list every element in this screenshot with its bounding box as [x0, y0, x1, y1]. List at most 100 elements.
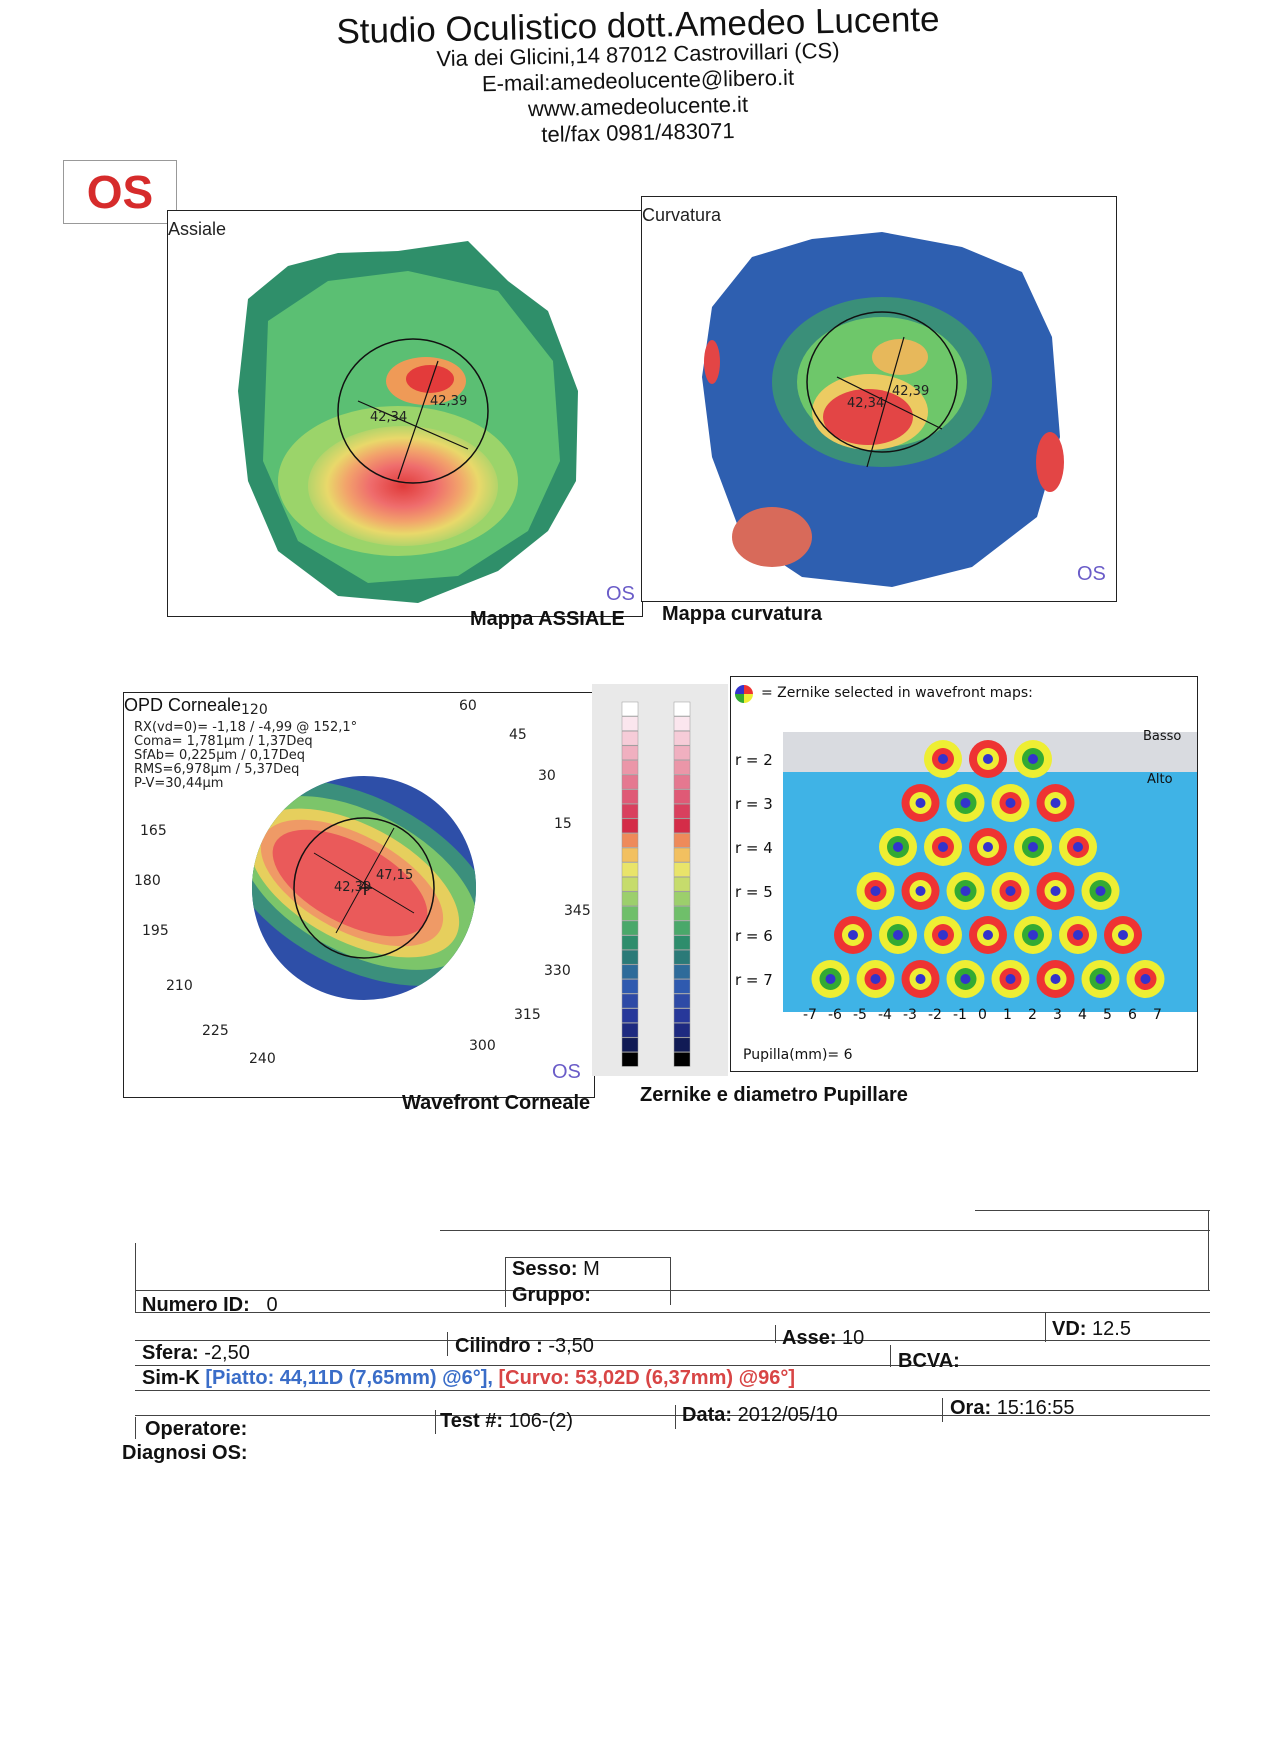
zernike-mode-center — [893, 842, 903, 852]
scale-swatch — [673, 862, 691, 877]
zernike-pupil-label: Pupilla(mm)= 6 — [743, 1047, 853, 1063]
zernike-axis-label: 0 — [978, 1007, 987, 1023]
scale-swatch — [621, 818, 639, 834]
vd-field: VD: 12.5 — [1052, 1318, 1131, 1340]
form-line — [135, 1312, 1210, 1313]
wavefront-title: OPD Corneale — [124, 695, 242, 715]
wavefront-map-image — [252, 776, 476, 1000]
zernike-mode-center — [1118, 930, 1128, 940]
zernike-row-label: r = 6 — [735, 927, 773, 945]
axial-value-2: 42,34 — [370, 410, 408, 425]
scale-swatch — [673, 818, 691, 834]
form-line — [135, 1417, 136, 1439]
zernike-axis-label: 3 — [1053, 1007, 1062, 1023]
zernike-axis-label: -4 — [878, 1007, 892, 1023]
gruppo-label: Gruppo: — [512, 1284, 591, 1306]
scale-swatch — [673, 1008, 691, 1023]
zernike-axis-label: -3 — [903, 1007, 917, 1023]
scale-swatch — [621, 862, 639, 877]
zernike-legend-icon — [735, 685, 753, 703]
zernike-mode-center — [825, 974, 836, 984]
ora-field: Ora: 15:16:55 — [950, 1397, 1075, 1419]
simk-field: Sim-K [Piatto: 44,11D (7,65mm) @6°], [Cu… — [142, 1367, 795, 1389]
scale-swatch — [621, 920, 639, 936]
axial-map-title: Assiale — [168, 219, 227, 239]
form-line — [447, 1332, 448, 1356]
scale-swatch — [673, 876, 691, 892]
scale-swatch — [621, 935, 639, 950]
scale-swatch — [621, 876, 639, 892]
curvature-map-panel: Curvatura 42,39 42,34 OS — [641, 196, 1117, 602]
zernike-row-label: r = 3 — [735, 795, 773, 813]
form-line — [975, 1210, 1210, 1211]
angle-label: 30 — [538, 768, 556, 784]
scale-swatch — [673, 935, 691, 950]
zernike-mode-center — [1028, 842, 1038, 852]
form-line — [135, 1415, 1210, 1416]
zernike-mode-center — [893, 930, 903, 940]
zernike-caption: Zernike e diametro Pupillare — [640, 1084, 908, 1106]
scale-swatch — [673, 1052, 691, 1067]
curvature-os-tag: OS — [1077, 563, 1106, 585]
scale-swatch — [673, 760, 691, 775]
zernike-mode-center — [1050, 974, 1061, 984]
zernike-mode-center — [1050, 798, 1061, 808]
wavefront-sfab: SfAb= 0,225µm / 0,17Deq — [134, 748, 305, 763]
axial-value-1: 42,39 — [430, 394, 468, 409]
curvature-map-image — [702, 232, 1064, 587]
simk-curvo: [Curvo: 53,02D (6,37mm) @96°] — [498, 1367, 795, 1389]
scale-swatch — [673, 803, 691, 819]
scale-swatch — [673, 716, 691, 731]
zernike-mode-center — [915, 974, 926, 984]
zernike-mode-center — [1005, 886, 1016, 896]
zernike-axis-label: -2 — [928, 1007, 942, 1023]
form-line — [135, 1365, 1210, 1366]
wavefront-top-angle: 120 — [241, 702, 268, 718]
scale-swatch — [621, 760, 639, 775]
vd-value: 12.5 — [1092, 1318, 1131, 1340]
test-value: 106-(2) — [508, 1410, 574, 1432]
wavefront-pv: P-V=30,44µm — [134, 776, 224, 791]
zernike-mode-center — [983, 842, 993, 852]
scale-swatch — [673, 964, 691, 980]
axial-os-tag: OS — [606, 583, 635, 605]
wavefront-center-value-2: 47,15 — [376, 868, 414, 883]
scale-swatch — [621, 701, 639, 717]
scale-swatch — [621, 906, 639, 921]
form-line — [890, 1345, 891, 1367]
zernike-axis-label: -1 — [953, 1007, 967, 1023]
scale-swatch — [621, 1008, 639, 1023]
numero-id-value: 0 — [266, 1294, 278, 1316]
zernike-basso-label: Basso — [1143, 729, 1182, 744]
wavefront-coma: Coma= 1,781µm / 1,37Deq — [134, 734, 313, 749]
scale-swatch — [621, 789, 639, 804]
zernike-mode-center — [960, 974, 971, 984]
bcva-label: BCVA: — [898, 1350, 960, 1372]
form-line — [675, 1405, 676, 1429]
sesso-field: Sesso: M — [512, 1258, 600, 1280]
scale-swatch — [673, 1022, 691, 1038]
scale-swatch — [673, 993, 691, 1009]
zernike-axis-label: 2 — [1028, 1007, 1037, 1023]
zernike-mode-center — [1028, 754, 1038, 764]
scale-swatch — [673, 906, 691, 921]
zernike-mode-center — [1050, 886, 1061, 896]
form-line — [1045, 1312, 1046, 1342]
zernike-axis-label: -5 — [853, 1007, 867, 1023]
scale-swatch — [673, 1037, 691, 1053]
operatore-label: Operatore: — [145, 1418, 248, 1440]
zernike-mode-center — [915, 798, 926, 808]
cilindro-field: Cilindro : -3,50 — [455, 1335, 594, 1357]
angle-label: 60 — [459, 698, 477, 714]
asse-value: 10 — [842, 1327, 865, 1349]
scale-swatch — [621, 774, 639, 790]
diagnosi-label: Diagnosi OS: — [122, 1442, 248, 1464]
form-line — [670, 1257, 671, 1305]
zernike-mode-center — [1005, 798, 1016, 808]
scale-swatch — [621, 1022, 639, 1038]
scale-swatch — [673, 979, 691, 994]
wavefront-rx: RX(vd=0)= -1,18 / -4,99 @ 152,1° — [134, 720, 358, 735]
scale-swatch — [621, 716, 639, 731]
axial-map-caption: Mappa ASSIALE — [470, 608, 625, 630]
scale-swatch — [673, 730, 691, 746]
